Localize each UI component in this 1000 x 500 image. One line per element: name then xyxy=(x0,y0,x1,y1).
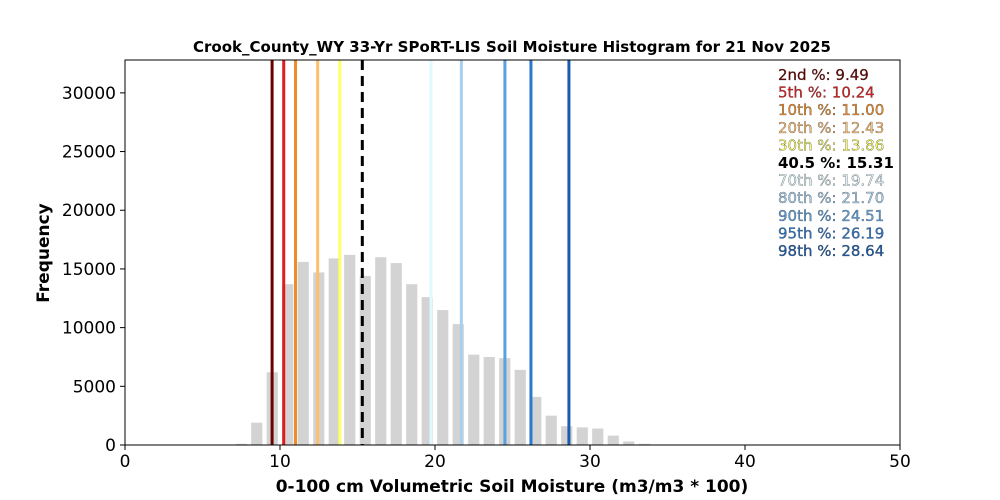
legend-entry: 30th %: 13.86 xyxy=(778,136,884,154)
y-tick-label: 25000 xyxy=(62,143,116,163)
histogram-bar xyxy=(607,435,619,445)
legend-entry: 90th %: 24.51 xyxy=(778,207,884,225)
legend-entry: 70th %: 19.74 xyxy=(778,172,884,190)
histogram-bar xyxy=(592,428,604,445)
histogram-bar xyxy=(251,422,263,445)
x-tick-label: 40 xyxy=(734,452,756,472)
histogram-bar xyxy=(297,261,309,445)
histogram-bar xyxy=(282,284,294,445)
legend-entry: 20th %: 12.43 xyxy=(778,119,884,137)
y-tick-label: 30000 xyxy=(62,84,116,104)
histogram-bar xyxy=(359,275,371,445)
percentile-lines xyxy=(270,60,571,445)
y-tick-label: 5000 xyxy=(73,377,116,397)
x-tick-label: 20 xyxy=(424,452,446,472)
histogram-bar xyxy=(530,396,542,445)
legend-entry: 40.5 %: 15.31 xyxy=(778,154,894,172)
y-axis-label: Frequency xyxy=(34,203,54,303)
legend-entry: 95th %: 26.19 xyxy=(778,224,884,242)
y-tick-label: 10000 xyxy=(62,319,116,339)
histogram-bar xyxy=(545,415,557,445)
histogram-bar xyxy=(468,354,480,445)
plot-frame xyxy=(124,59,901,446)
x-axis-label: 0-100 cm Volumetric Soil Moisture (m3/m3… xyxy=(276,477,749,497)
y-axis-ticks: 0 5000 10000 15000 20000 25000 30000 xyxy=(62,84,125,456)
histogram-bar xyxy=(514,369,526,445)
histogram-bar xyxy=(235,443,247,445)
legend-entry: 80th %: 21.70 xyxy=(778,189,884,207)
histogram-bar xyxy=(375,257,387,445)
histogram-bar xyxy=(483,356,495,445)
legend-entry: 2nd %: 9.49 xyxy=(778,66,869,84)
x-axis-ticks: 0 10 20 30 40 50 xyxy=(120,445,911,472)
x-tick-label: 10 xyxy=(269,452,291,472)
x-tick-label: 0 xyxy=(120,452,131,472)
y-tick-label: 15000 xyxy=(62,260,116,280)
histogram-bar xyxy=(421,297,433,445)
histogram-bar xyxy=(638,443,650,445)
histogram-bar xyxy=(576,427,588,445)
legend-entry: 10th %: 11.00 xyxy=(778,101,884,119)
histogram-bar xyxy=(406,284,418,445)
histogram-bar xyxy=(328,258,340,445)
histogram-bar xyxy=(623,441,635,445)
x-tick-label: 30 xyxy=(579,452,601,472)
legend-entry: 5th %: 10.24 xyxy=(778,84,875,102)
histogram-bar xyxy=(561,426,573,445)
chart-title: Crook_County_WY 33-Yr SPoRT-LIS Soil Moi… xyxy=(193,38,831,56)
legend-entry: 98th %: 28.64 xyxy=(778,242,884,260)
x-tick-label: 50 xyxy=(889,452,911,472)
histogram-bar xyxy=(437,310,449,445)
histogram-bar xyxy=(452,324,464,445)
histogram-bar xyxy=(390,263,402,445)
y-tick-label: 20000 xyxy=(62,201,116,221)
y-tick-label: 0 xyxy=(105,436,116,456)
histogram-bar xyxy=(344,254,356,445)
histogram-bars xyxy=(235,254,650,445)
